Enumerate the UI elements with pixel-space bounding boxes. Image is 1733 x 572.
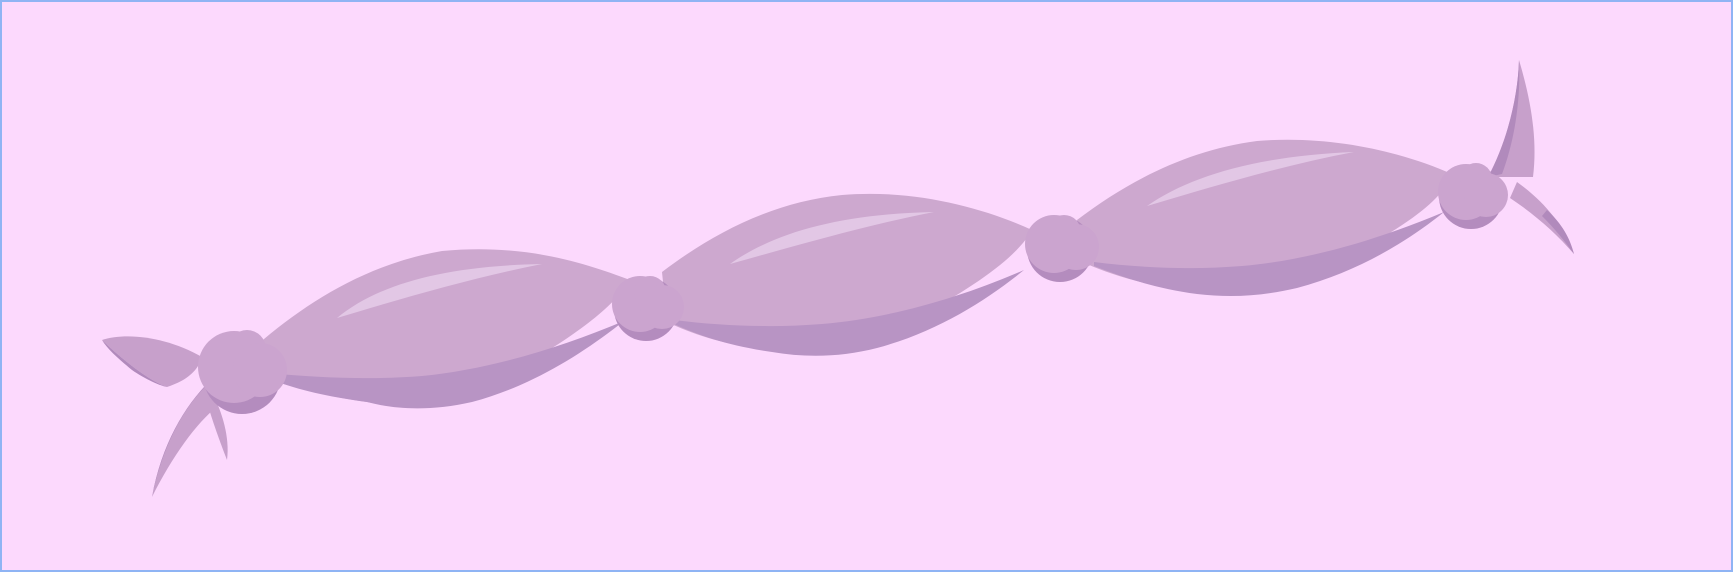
knot-3: [1025, 215, 1099, 282]
right-ribbon: [1488, 60, 1574, 254]
balloon-highlight: [337, 264, 542, 318]
balloon-body: [1077, 139, 1452, 294]
knot-2: [612, 276, 684, 341]
left-ribbon-upper-tail: [102, 336, 202, 387]
balloon-2: [662, 193, 1032, 356]
balloon-body: [257, 249, 630, 405]
knot-1: [198, 330, 287, 414]
right-ribbon-lower-tail: [1510, 182, 1574, 254]
left-ribbon: [102, 336, 228, 497]
left-ribbon-lower-tail: [152, 377, 217, 497]
right-ribbon-upper-tail-shadow: [1488, 60, 1520, 177]
balloon-shadow: [267, 321, 624, 409]
balloon-3: [1077, 139, 1452, 296]
left-ribbon-short-tail: [207, 392, 228, 460]
knot-4: [1438, 163, 1508, 229]
knot-lobe: [1053, 224, 1099, 270]
balloon-shadow: [1094, 212, 1444, 296]
balloon-1: [257, 249, 630, 409]
right-ribbon-lower-tail-shadow: [1542, 210, 1574, 254]
balloon-shadow: [674, 270, 1024, 356]
knot-lobe: [640, 285, 684, 329]
knot-lobe: [233, 343, 287, 397]
knot-lobe: [1464, 173, 1508, 217]
balloon-body: [662, 193, 1032, 351]
